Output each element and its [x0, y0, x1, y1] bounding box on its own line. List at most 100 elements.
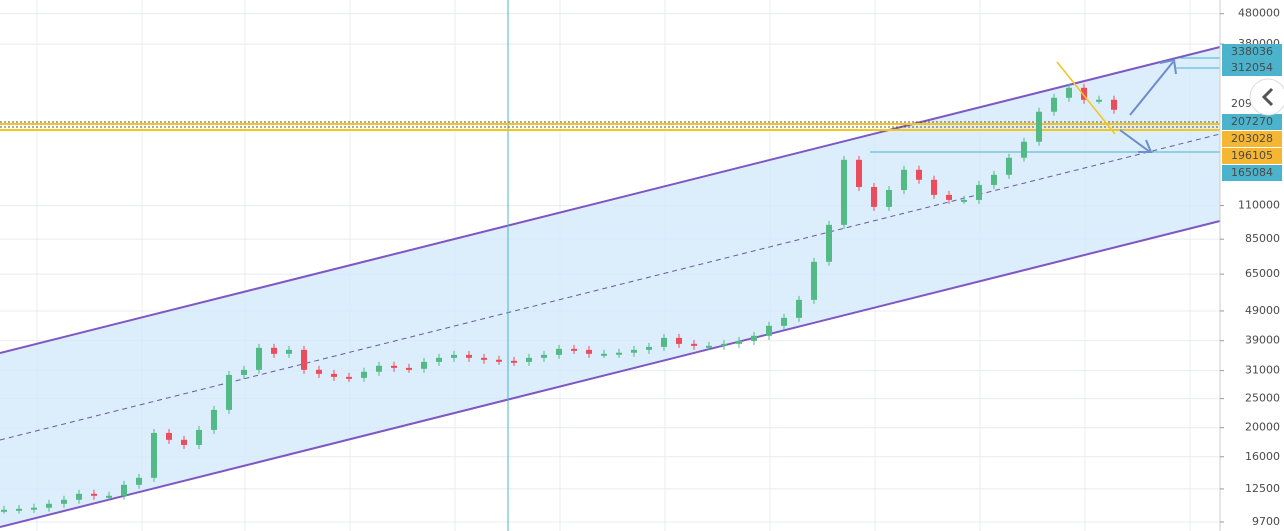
y-tick-label: 480000 [1238, 7, 1280, 20]
scroll-button[interactable] [1249, 78, 1284, 116]
y-tick-label: 85000 [1245, 232, 1280, 245]
candle [976, 184, 982, 200]
candle [1006, 157, 1012, 175]
price-tag-label: 196105 [1231, 149, 1273, 162]
candle [106, 495, 112, 498]
candle [751, 335, 757, 341]
candle [331, 373, 337, 377]
candle [601, 353, 607, 356]
candle [76, 493, 82, 500]
candle [1111, 99, 1117, 110]
candle [961, 199, 967, 202]
y-tick-label: 49000 [1245, 304, 1280, 317]
y-tick-label: 16000 [1245, 450, 1280, 463]
candle [286, 349, 292, 354]
candle [931, 179, 937, 195]
price-tag [1222, 131, 1282, 147]
y-tick-label: 39000 [1245, 334, 1280, 347]
candle [376, 365, 382, 372]
y-tick-label: 12500 [1245, 482, 1280, 495]
candle [91, 493, 97, 496]
candle [421, 361, 427, 369]
candle [451, 354, 457, 358]
candle [151, 432, 157, 478]
candle [886, 189, 892, 207]
price-tag-label: 165084 [1231, 166, 1273, 179]
y-tick-label: 25000 [1245, 392, 1280, 405]
price-tag-label: 312054 [1231, 61, 1273, 74]
candle [706, 345, 712, 348]
candle [571, 348, 577, 351]
candle [481, 357, 487, 360]
channel-lower [0, 220, 1221, 528]
candle [781, 317, 787, 326]
candle [1036, 111, 1042, 142]
price-tag [1222, 114, 1282, 130]
support-lines [0, 57, 1220, 153]
candle [61, 499, 67, 504]
candle [796, 299, 802, 318]
candle [181, 439, 187, 445]
candle [901, 169, 907, 190]
candle [916, 169, 922, 180]
candle [136, 477, 142, 485]
channel-midline [0, 133, 1221, 441]
candle [301, 349, 307, 370]
price-tag-label: 203028 [1231, 132, 1273, 145]
candle [346, 376, 352, 379]
candle [616, 352, 622, 355]
candle [436, 357, 442, 362]
candle [766, 325, 772, 336]
drawings [1056, 58, 1177, 153]
candle [16, 508, 22, 511]
y-tick-label: 65000 [1245, 267, 1280, 280]
candle [226, 374, 232, 410]
candle [631, 349, 637, 353]
candle [361, 371, 367, 378]
candle [586, 349, 592, 354]
candle [826, 224, 832, 262]
candle [1, 509, 7, 512]
candle [1081, 87, 1087, 100]
y-tick-label: 20000 [1245, 421, 1280, 434]
candle [946, 194, 952, 200]
candle [646, 346, 652, 350]
candle [46, 503, 52, 508]
candle [256, 347, 262, 370]
channel-fill [0, 47, 1220, 527]
y-tick-label: 31000 [1245, 364, 1280, 377]
candle [736, 340, 742, 344]
candle [121, 484, 127, 496]
price-tag-label: 207270 [1231, 115, 1273, 128]
price-tag-label: 338036 [1231, 45, 1273, 58]
candle [406, 367, 412, 370]
candle [211, 409, 217, 430]
price-tag [1222, 44, 1282, 60]
candle [721, 343, 727, 346]
candle [466, 354, 472, 358]
candle [1051, 97, 1057, 112]
candle [811, 261, 817, 300]
candle [1066, 87, 1072, 98]
candle [691, 343, 697, 346]
candle [166, 432, 172, 440]
price-tag [1222, 165, 1282, 181]
candle [676, 337, 682, 344]
y-tick-label: 110000 [1238, 199, 1280, 212]
candle [1021, 141, 1027, 158]
candle [1096, 99, 1102, 102]
channel-upper [0, 46, 1221, 354]
candle [991, 174, 997, 185]
candle [196, 429, 202, 445]
candle [496, 359, 502, 362]
candle [856, 159, 862, 187]
price-tag [1222, 148, 1282, 164]
candle [316, 369, 322, 374]
candle [241, 369, 247, 375]
candle [391, 365, 397, 368]
candle [841, 159, 847, 225]
candle [31, 507, 37, 510]
price-tag [1222, 60, 1282, 76]
candle [511, 360, 517, 363]
